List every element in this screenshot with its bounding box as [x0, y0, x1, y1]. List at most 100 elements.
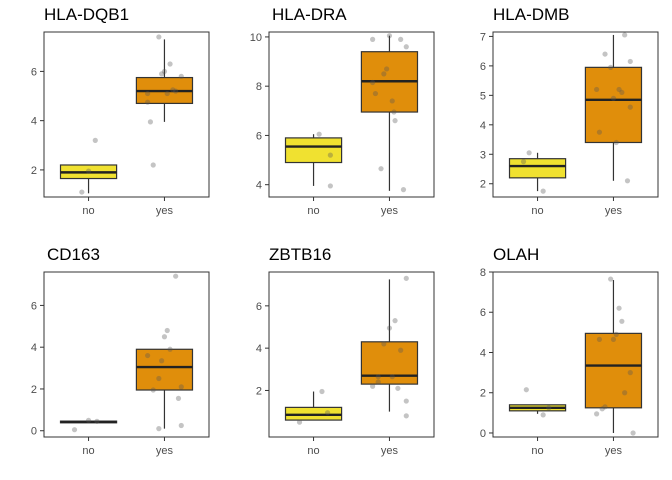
data-point [395, 385, 401, 391]
panel-border [268, 31, 435, 198]
box-no [508, 158, 567, 179]
data-point [403, 413, 409, 419]
data-point [616, 86, 622, 93]
panel-title: HLA-DMB [493, 5, 570, 24]
box-yes [584, 66, 643, 144]
data-point [540, 188, 546, 194]
y-tick-label: 2 [256, 385, 262, 397]
data-point [386, 325, 393, 331]
y-tick-label: 8 [256, 81, 262, 93]
data-point [178, 73, 184, 79]
data-point [381, 341, 387, 347]
data-point [630, 430, 636, 436]
data-point [378, 166, 384, 172]
data-point [596, 336, 603, 343]
y-tick-label: 8 [480, 267, 486, 279]
data-point [159, 71, 165, 77]
data-point [596, 129, 603, 135]
panel-title: OLAH [493, 245, 539, 264]
data-point [370, 36, 376, 42]
box-yes [360, 341, 419, 385]
panel-title: ZBTB16 [269, 245, 331, 264]
data-point [403, 398, 409, 404]
data-point [392, 318, 398, 324]
x-tick-label: no [531, 445, 543, 457]
x-tick-label: no [531, 205, 543, 217]
data-point [622, 32, 628, 38]
x-tick-label: yes [381, 205, 399, 217]
x-tick-label: yes [605, 205, 623, 217]
data-point [178, 422, 184, 429]
y-tick-label: 4 [480, 347, 486, 359]
data-point [602, 404, 608, 410]
data-point [372, 90, 379, 97]
panel-6: OLAH 0 2 4 6 8 no yes [480, 245, 659, 457]
panel-title: HLA-DQB1 [44, 5, 129, 24]
y-tick-label: 7 [480, 31, 486, 43]
data-point [319, 388, 325, 395]
data-point [173, 273, 179, 279]
data-point [616, 305, 622, 311]
panel-border [492, 271, 659, 438]
y-tick-label: 4 [256, 180, 262, 192]
data-point [170, 87, 176, 93]
data-point [627, 104, 633, 110]
x-tick-label: no [307, 205, 319, 217]
data-point [389, 374, 395, 380]
panel-title: CD163 [47, 245, 100, 264]
data-point [386, 33, 393, 39]
panel-1: HLA-DQB1 2 4 6 no yes [31, 5, 210, 217]
x-tick-label: yes [605, 445, 623, 457]
data-point [173, 88, 179, 94]
data-point [370, 79, 376, 86]
data-point [92, 137, 98, 143]
data-point [610, 336, 617, 343]
data-point [370, 383, 376, 389]
box-yes [135, 348, 194, 391]
data-point [161, 334, 168, 340]
data-point [520, 159, 527, 165]
data-point [398, 36, 404, 42]
data-point [167, 346, 173, 352]
data-point [156, 426, 162, 432]
panel-border [492, 31, 659, 198]
y-tick-label: 6 [256, 130, 262, 142]
data-point [613, 139, 619, 146]
y-tick-label: 10 [250, 32, 262, 44]
data-point [381, 71, 387, 77]
data-point [145, 352, 151, 359]
data-point [156, 34, 162, 40]
data-point [327, 183, 333, 189]
data-point [624, 178, 631, 184]
y-tick-label: 2 [480, 179, 486, 191]
data-point [627, 58, 633, 65]
data-point [150, 162, 156, 168]
data-point [608, 64, 614, 70]
box-yes [584, 332, 643, 409]
data-point [175, 395, 182, 401]
data-point [316, 131, 322, 137]
y-tick-label: 5 [480, 90, 486, 102]
data-point [391, 109, 397, 115]
data-point [608, 276, 614, 282]
data-point [602, 51, 608, 57]
data-point [613, 331, 619, 337]
panel-border [43, 31, 210, 198]
data-point [384, 66, 390, 72]
data-point [599, 406, 605, 412]
data-point [71, 427, 78, 433]
data-point [594, 411, 600, 417]
data-point [327, 152, 333, 158]
data-point [85, 168, 92, 174]
y-tick-label: 4 [31, 116, 37, 128]
data-point [610, 95, 617, 101]
data-point [85, 417, 92, 423]
data-point [403, 275, 409, 281]
data-point [150, 387, 156, 393]
data-point [627, 370, 633, 376]
data-point [526, 150, 532, 156]
data-point [375, 379, 381, 385]
y-tick-label: 6 [480, 307, 486, 319]
data-point [392, 118, 398, 124]
